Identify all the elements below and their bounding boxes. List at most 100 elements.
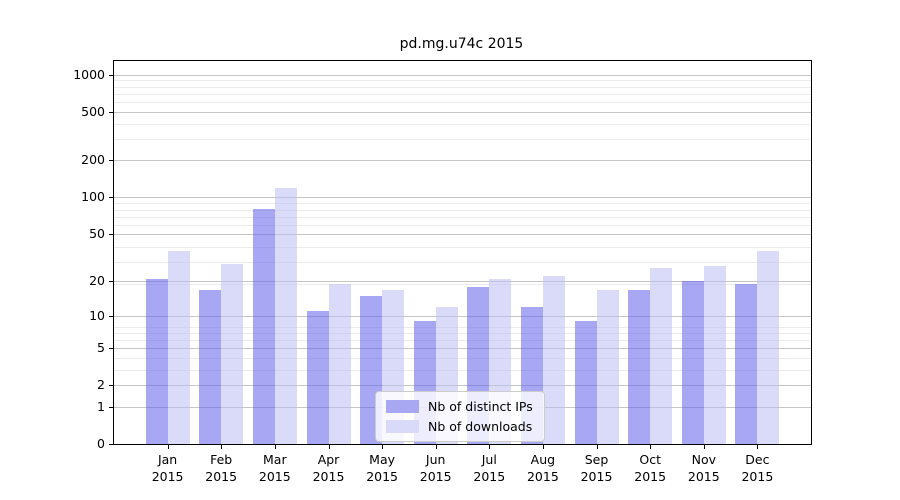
- x-tick: [167, 445, 169, 449]
- x-tick: [221, 445, 223, 449]
- y-tick-label: 500: [81, 103, 105, 119]
- x-tick-label: Nov 2015: [687, 452, 720, 484]
- bar-distinct-ips-sep: [574, 320, 597, 444]
- x-tick: [596, 445, 598, 449]
- legend-swatch-distinct-ips: [386, 400, 419, 413]
- major-gridline-200: [114, 160, 811, 162]
- bar-downloads-dec: [757, 250, 780, 444]
- bar-downloads-oct: [650, 267, 673, 444]
- minor-gridline: [114, 203, 811, 205]
- legend-label-distinct-ips: Nb of distinct IPs: [428, 399, 533, 414]
- minor-gridline: [114, 246, 811, 248]
- x-tick-label: Jan 2015: [151, 452, 184, 484]
- y-tick: [109, 348, 113, 350]
- x-tick-label: May 2015: [366, 452, 398, 484]
- x-tick: [435, 445, 437, 449]
- bar-downloads-feb: [221, 264, 244, 444]
- bar-distinct-ips-jan: [145, 278, 168, 444]
- minor-gridline: [114, 332, 811, 334]
- y-tick-label: 10: [89, 307, 105, 323]
- minor-gridline: [114, 225, 811, 227]
- legend-label-downloads: Nb of downloads: [428, 419, 533, 434]
- bar-distinct-ips-oct: [628, 289, 651, 444]
- bar-distinct-ips-dec: [735, 283, 758, 444]
- y-tick-label: 5: [97, 340, 105, 356]
- minor-gridline: [114, 209, 811, 211]
- bar-downloads-sep: [596, 289, 619, 444]
- minor-gridline: [114, 357, 811, 359]
- legend-item-downloads: Nb of downloads: [386, 419, 533, 434]
- x-tick-label: Dec 2015: [741, 452, 774, 484]
- bar-downloads-apr: [328, 283, 351, 444]
- y-tick: [109, 315, 113, 317]
- y-tick: [109, 281, 113, 283]
- x-tick-label: Oct 2015: [634, 452, 667, 484]
- bar-distinct-ips-mar: [252, 209, 275, 444]
- major-gridline-1000: [114, 74, 811, 76]
- minor-gridline: [114, 86, 811, 88]
- bar-downloads-nov: [703, 265, 726, 444]
- y-tick: [109, 385, 113, 387]
- x-tick-label: Jun 2015: [419, 452, 452, 484]
- bar-distinct-ips-nov: [681, 281, 704, 444]
- y-tick: [109, 406, 113, 408]
- x-tick: [382, 445, 384, 449]
- major-gridline-20: [114, 281, 811, 283]
- minor-gridline: [114, 93, 811, 95]
- minor-gridline: [114, 123, 811, 125]
- x-tick: [650, 445, 652, 449]
- bar-distinct-ips-feb: [199, 289, 222, 444]
- bar-downloads-aug: [542, 276, 565, 444]
- minor-gridline: [114, 139, 811, 140]
- major-gridline-10: [114, 315, 811, 317]
- x-tick: [489, 445, 491, 449]
- minor-gridline: [114, 340, 811, 341]
- bar-distinct-ips-apr: [306, 311, 329, 444]
- bar-downloads-mar: [274, 187, 297, 444]
- major-gridline-2: [114, 385, 811, 387]
- bar-downloads-jan: [167, 250, 190, 444]
- y-tick-label: 200: [81, 152, 105, 168]
- y-tick-label: 50: [89, 225, 105, 241]
- x-tick: [328, 445, 330, 449]
- y-tick-label: 1: [97, 398, 105, 414]
- x-tick-label: Aug 2015: [526, 452, 559, 484]
- major-gridline-50: [114, 233, 811, 235]
- y-tick: [109, 233, 113, 235]
- y-tick-label: 20: [89, 273, 105, 289]
- x-tick: [757, 445, 759, 449]
- minor-gridline: [114, 80, 811, 82]
- x-tick-label: Apr 2015: [312, 452, 345, 484]
- major-gridline-500: [114, 111, 811, 113]
- y-tick: [109, 111, 113, 113]
- x-tick: [274, 445, 276, 449]
- minor-gridline: [114, 326, 811, 328]
- minor-gridline: [114, 369, 811, 371]
- minor-gridline: [114, 216, 811, 218]
- legend-swatch-downloads: [386, 420, 419, 433]
- major-gridline-5: [114, 348, 811, 350]
- minor-gridline: [114, 102, 811, 103]
- plot-area: Nb of distinct IPs Nb of downloads 0 1 2 5 1…: [73, 60, 812, 484]
- legend: Nb of distinct IPs Nb of downloads: [375, 391, 545, 442]
- chart-title: pd.mg.u74c 2015: [399, 36, 524, 52]
- x-tick-label: Feb 2015: [205, 452, 238, 484]
- x-tick: [703, 445, 705, 449]
- y-tick: [109, 197, 113, 199]
- x-tick: [542, 445, 544, 449]
- y-tick: [109, 74, 113, 76]
- y-tick: [109, 444, 113, 445]
- minor-gridline: [114, 283, 811, 285]
- x-tick-label: Jul 2015: [473, 452, 506, 484]
- y-tick-label: 100: [81, 189, 105, 205]
- y-tick-label: 0: [97, 436, 105, 451]
- y-tick: [109, 160, 113, 162]
- y-tick-label: 1000: [73, 66, 105, 82]
- y-tick-label: 2: [97, 377, 105, 393]
- major-gridline-100: [114, 197, 811, 199]
- x-tick-label: Mar 2015: [258, 452, 291, 484]
- x-tick-label: Sep 2015: [580, 452, 613, 484]
- bars-layer: [114, 61, 811, 444]
- legend-item-distinct-ips: Nb of distinct IPs: [386, 399, 533, 414]
